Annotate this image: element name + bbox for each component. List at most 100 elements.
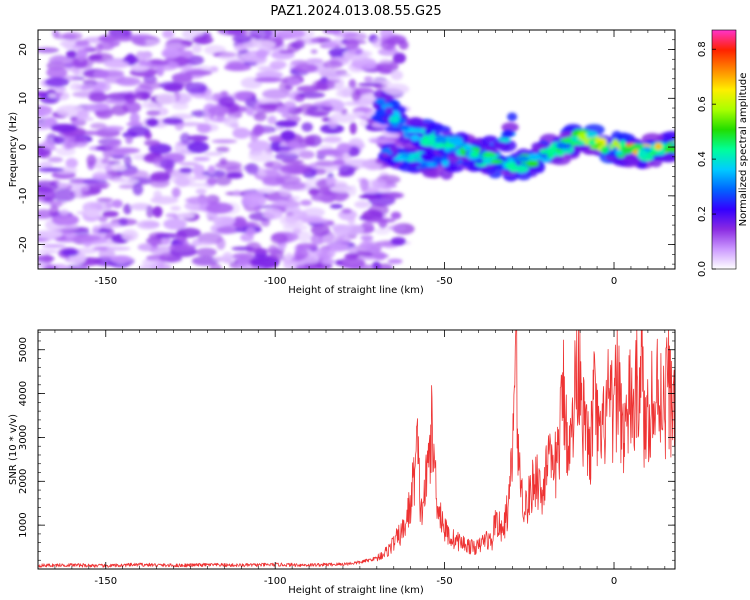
heatmap-cell: [270, 232, 288, 245]
heatmap-x-tick-label: -150: [94, 276, 117, 287]
heatmap-cell: [72, 43, 94, 52]
heatmap-cell: [418, 162, 428, 169]
heatmap-cell: [76, 110, 90, 119]
heatmap-cell: [612, 139, 619, 148]
heatmap-cell: [110, 255, 132, 264]
heatmap-cell: [53, 33, 78, 40]
heatmap-cell: [376, 263, 394, 269]
heatmap-cell: [125, 135, 133, 145]
heatmap-cell: [224, 63, 252, 72]
heatmap-cell: [287, 77, 301, 86]
heatmap-cell: [194, 175, 209, 180]
heatmap-cell: [61, 248, 79, 257]
heatmap-cell: [51, 189, 76, 202]
heatmap-cell: [218, 52, 246, 61]
heatmap-cell: [268, 244, 278, 255]
heatmap-cell: [516, 170, 532, 181]
heatmap-cell: [269, 60, 287, 70]
heatmap-cell: [507, 158, 515, 163]
heatmap-cell: [427, 134, 436, 142]
heatmap-cell: [435, 155, 443, 164]
heatmap-cell: [88, 54, 103, 60]
heatmap-cell: [390, 237, 406, 246]
snr-y-tick-label: 5000: [18, 337, 29, 362]
heatmap-cell: [310, 233, 325, 245]
snr-x-tick-label: -150: [94, 576, 117, 587]
heatmap-cell: [186, 196, 215, 205]
heatmap-cell: [233, 44, 247, 52]
heatmap-cell: [256, 188, 276, 194]
heatmap-cell: [171, 102, 189, 110]
heatmap-cell: [501, 122, 519, 133]
heatmap-cell: [348, 247, 358, 254]
heatmap-cell: [280, 163, 307, 175]
heatmap-cell: [515, 155, 530, 162]
heatmap-cell: [374, 227, 390, 235]
heatmap-cell: [470, 151, 480, 158]
heatmap-cell: [505, 161, 517, 170]
heatmap-cell: [82, 79, 98, 86]
heatmap-y-tick-label: -10: [18, 188, 29, 204]
heatmap-cell: [302, 112, 329, 116]
heatmap-cell: [74, 185, 82, 198]
heatmap-cell: [548, 145, 557, 154]
heatmap-cell: [329, 203, 343, 209]
heatmap-cell: [361, 221, 374, 234]
heatmap-cell: [359, 178, 369, 191]
heatmap-cell: [280, 130, 296, 141]
heatmap-cell: [387, 258, 403, 264]
heatmap-cell: [209, 263, 222, 269]
heatmap-cell: [176, 122, 204, 127]
heatmap-cell: [53, 91, 70, 101]
heatmap-cell: [65, 50, 77, 59]
heatmap-cell: [321, 258, 335, 265]
heatmap-cell: [150, 60, 170, 66]
heatmap-cell: [136, 220, 160, 230]
heatmap-cell: [102, 210, 119, 218]
snr-y-tick-labels: 1000 2000 3000 4000 5000: [18, 337, 29, 538]
heatmap-cell: [120, 169, 149, 179]
heatmap-cell: [560, 138, 573, 144]
heatmap-cell: [392, 52, 406, 64]
heatmap-cell: [92, 225, 100, 233]
heatmap-cell: [141, 100, 158, 110]
heatmap-cell: [320, 123, 345, 134]
heatmap-cell: [358, 194, 379, 199]
heatmap-cell: [498, 137, 511, 143]
heatmap-cell: [232, 216, 247, 229]
heatmap-cell: [103, 125, 124, 132]
heatmap-y-tick-label: 10: [18, 92, 29, 105]
heatmap-cell: [381, 152, 389, 158]
heatmap-cells: [38, 30, 675, 269]
heatmap-cell: [248, 150, 274, 162]
heatmap-cell: [492, 140, 507, 150]
heatmap-cell: [246, 227, 256, 237]
colorbar-tick-label: 0.6: [697, 96, 708, 112]
colorbar-frame: [711, 29, 737, 270]
heatmap-cell: [90, 122, 107, 129]
heatmap-cell: [339, 234, 351, 246]
heatmap-cell: [368, 218, 396, 223]
snr-panel: -150 -100 -50 0 1000 2000 3000 4000 5000 Height…: [8, 329, 676, 596]
heatmap-cell: [475, 158, 484, 165]
heatmap-cell: [636, 149, 648, 158]
heatmap-cell: [72, 68, 80, 76]
heatmap-cell: [76, 49, 88, 59]
heatmap-cell: [324, 41, 337, 49]
heatmap-cell: [218, 96, 235, 107]
heatmap-cell: [344, 253, 359, 260]
heatmap-cell: [202, 169, 227, 178]
heatmap-cell: [322, 60, 343, 69]
heatmap-cell: [302, 37, 319, 45]
heatmap-cell: [38, 230, 63, 239]
heatmap-cell: [184, 69, 213, 76]
heatmap-cell: [377, 47, 399, 56]
heatmap-frame: [37, 29, 676, 270]
heatmap-x-tick-label: 0: [611, 276, 617, 287]
heatmap-y-tick-label: -20: [18, 236, 29, 252]
heatmap-cell: [163, 218, 187, 230]
heatmap-cell: [145, 118, 159, 127]
heatmap-cell: [337, 257, 366, 269]
heatmap-cell: [195, 188, 207, 195]
heatmap-cell: [168, 243, 197, 251]
